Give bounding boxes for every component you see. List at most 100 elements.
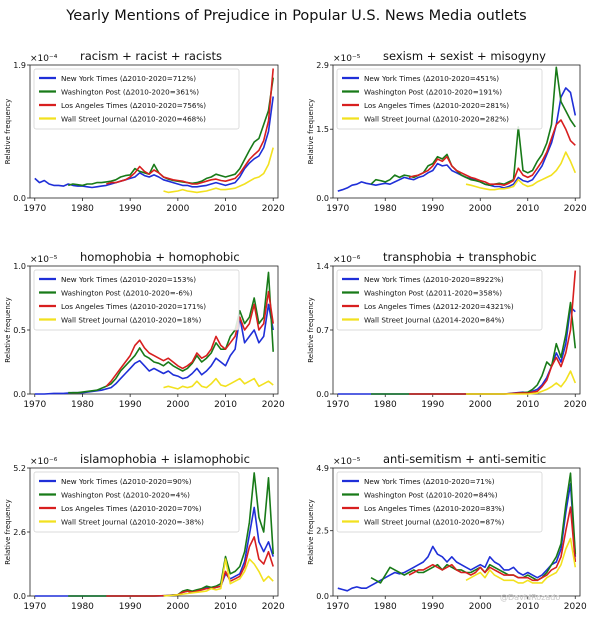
y-tick-label: 0.0: [316, 194, 329, 203]
legend-entry: New York Times (Δ2010-2020=153%): [61, 275, 196, 284]
y-multiplier: ×10⁻⁶: [30, 457, 58, 467]
panel-title: homophobia + homophobic: [80, 250, 240, 264]
y-multiplier: ×10⁻⁵: [333, 54, 361, 64]
x-tick-label: 1980: [374, 400, 397, 410]
x-tick-label: 2010: [516, 400, 539, 410]
y-tick-label: 0.0: [13, 592, 26, 601]
legend-entry: Los Angeles Times (Δ2010-2020=281%): [364, 101, 509, 110]
plot-area-frame: [29, 64, 279, 199]
x-tick-label: 1970: [326, 602, 349, 612]
x-tick-label: 1980: [374, 204, 397, 214]
y-tick-label: 1.5: [316, 125, 329, 134]
legend-entry: Los Angeles Times (Δ2010-2020=171%): [61, 302, 206, 311]
y-tick-label: 5.2: [13, 464, 26, 473]
y-tick-label: 0.0: [13, 194, 26, 203]
x-tick-label: 2010: [214, 204, 237, 214]
series-line-los-angeles-times: [408, 506, 577, 582]
legend-entry: Wall Street Journal (Δ2010-2020=-38%): [61, 518, 204, 527]
y-axis-label: Relative frequency: [4, 297, 12, 363]
legend-entry: Washington Post (Δ2010-2020=-6%): [61, 289, 193, 298]
y-tick-label: 1.4: [316, 262, 329, 271]
y-tick-label: 2.9: [316, 61, 329, 70]
legend-box: [336, 68, 543, 130]
series-line-new-york-times: [34, 96, 274, 189]
y-tick-label: 1.9: [13, 61, 26, 70]
x-tick-label: 1990: [421, 400, 444, 410]
legend-entry: Washington Post (Δ2010-2020=361%): [61, 88, 199, 97]
x-tick-label: 2010: [214, 602, 237, 612]
x-tick-label: 2020: [564, 204, 587, 214]
x-tick-label: 2020: [262, 204, 285, 214]
y-tick-label: 0.0: [13, 390, 26, 399]
legend-box: [336, 471, 543, 533]
x-tick-label: 2000: [469, 602, 492, 612]
legend-entry: New York Times (Δ2010-2020=71%): [364, 477, 495, 486]
legend-entry: Washington Post (Δ2011-2020=358%): [364, 289, 502, 298]
x-tick-label: 1970: [326, 204, 349, 214]
series-line-washington-post: [68, 271, 274, 394]
series-line-wall-street-journal: [465, 537, 577, 584]
series-line-los-angeles-times: [408, 119, 576, 186]
y-tick-label: 1.0: [13, 262, 26, 271]
legend-entry: Washington Post (Δ2010-2020=4%): [61, 491, 190, 500]
series-line-new-york-times: [337, 87, 577, 192]
series-line-wall-street-journal: [163, 147, 274, 194]
legend-entry: Wall Street Journal (Δ2010-2020=282%): [364, 115, 509, 124]
y-multiplier: ×10⁻⁵: [333, 457, 361, 467]
y-multiplier: ×10⁻⁵: [30, 255, 58, 265]
series-line-wall-street-journal: [465, 151, 577, 191]
legend-entry: Wall Street Journal (Δ2010-2020=18%): [61, 316, 201, 325]
x-tick-label: 1980: [374, 602, 397, 612]
legend-entry: New York Times (Δ2010-2020=451%): [364, 74, 499, 83]
y-axis-label: Relative frequency: [4, 499, 12, 565]
legend-entry: New York Times (Δ2010-2020=712%): [61, 74, 196, 83]
y-multiplier: ×10⁻⁴: [30, 54, 58, 64]
x-tick-label: 2020: [564, 400, 587, 410]
x-tick-label: 1990: [119, 602, 142, 612]
panel-title: sexism + sexist + misogyny: [383, 49, 546, 63]
chart-panel-1: 1970 1980 1990 2000 2010 2020 0.0 1.9 Relative f…: [4, 49, 285, 214]
x-tick-label: 1990: [421, 204, 444, 214]
series-line-wall-street-journal: [466, 370, 577, 395]
legend-entry: Los Angeles Times (Δ2010-2020=70%): [61, 504, 202, 513]
x-tick-label: 1990: [119, 400, 142, 410]
chart-panel-4: 1970 1980 1990 2000 2010 2020 0.0 0.7 1.4 Relativ…: [307, 250, 587, 410]
y-axis-label: Relative frequency: [4, 99, 12, 165]
x-tick-label: 2020: [262, 602, 285, 612]
x-tick-label: 1970: [23, 400, 46, 410]
legend-entry: Los Angeles Times (Δ2010-2020=83%): [364, 504, 505, 513]
legend-entry: New York Times (Δ2010-2020=8922%): [364, 275, 504, 284]
plot-area-frame: [332, 467, 581, 597]
legend-entry: Washington Post (Δ2010-2020=84%): [364, 491, 498, 500]
x-tick-label: 1990: [119, 204, 142, 214]
plot-area-frame: [332, 64, 581, 199]
y-tick-label: 2.6: [13, 528, 26, 537]
x-tick-label: 1990: [421, 602, 444, 612]
panel-title: anti-semitism + anti-semitic: [383, 452, 546, 466]
y-axis-label: Relative frequency: [307, 99, 315, 165]
x-tick-label: 2000: [166, 204, 189, 214]
chart-panel-2: 1970 1980 1990 2000 2010 2020 0.0 1.5 2.9 Relativ…: [307, 49, 587, 214]
series-line-wall-street-journal: [163, 558, 274, 597]
series-line-washington-post: [370, 66, 576, 186]
x-tick-label: 1970: [23, 204, 46, 214]
panel-title: islamophobia + islamophobic: [80, 452, 250, 466]
legend-entry: Wall Street Journal (Δ2010-2020=468%): [61, 115, 206, 124]
series-line-los-angeles-times: [106, 536, 274, 597]
y-axis-label: Relative frequency: [307, 297, 315, 363]
x-tick-label: 2000: [469, 204, 492, 214]
y-axis-label: Relative frequency: [307, 499, 315, 565]
x-tick-label: 1970: [23, 602, 46, 612]
panel-title: racism + racist + racists: [80, 49, 222, 63]
x-tick-label: 2000: [469, 400, 492, 410]
legend-box: [33, 471, 240, 533]
legend-entry: Los Angeles Times (Δ2010-2020=756%): [61, 101, 206, 110]
legend-box: [33, 68, 240, 130]
legend-entry: New York Times (Δ2010-2020=90%): [61, 477, 192, 486]
panel-title: transphobia + transphobic: [383, 250, 537, 264]
legend-entry: Wall Street Journal (Δ2010-2020=87%): [364, 518, 504, 527]
x-tick-label: 2000: [166, 400, 189, 410]
figure-title: Yearly Mentions of Prejudice in Popular …: [66, 8, 527, 24]
legend-entry: Wall Street Journal (Δ2014-2020=84%): [364, 316, 504, 325]
